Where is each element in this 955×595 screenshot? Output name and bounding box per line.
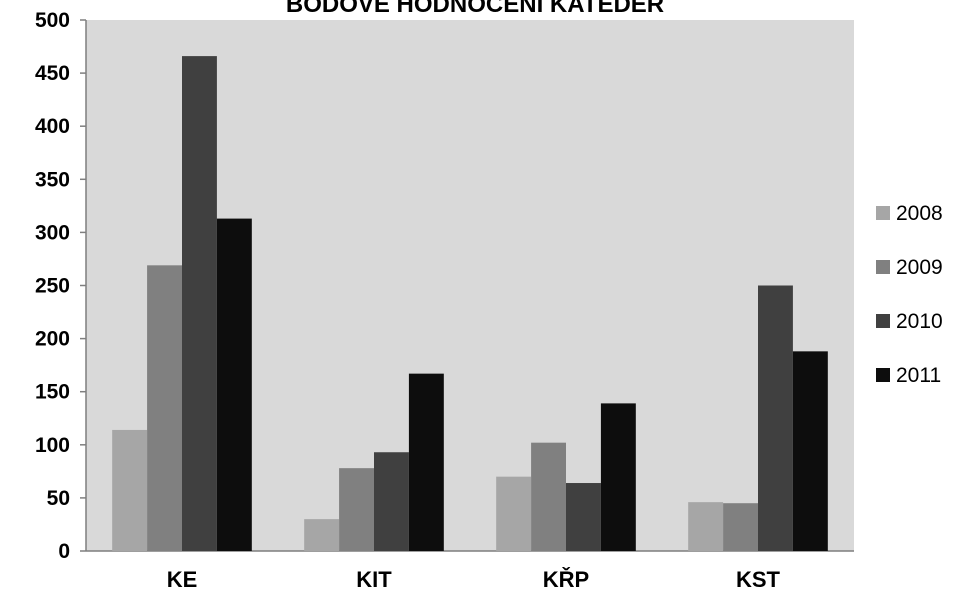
y-tick-label: 250 bbox=[35, 275, 70, 298]
bar-KE-2010 bbox=[182, 56, 217, 551]
bar-KIT-2008 bbox=[304, 519, 340, 551]
legend-label-2011: 2011 bbox=[896, 364, 941, 387]
x-tick-label-KST: KST bbox=[736, 567, 781, 592]
y-tick-label: 400 bbox=[35, 115, 70, 138]
bars-group bbox=[112, 56, 828, 551]
legend-label-2008: 2008 bbox=[896, 202, 943, 225]
y-tick-label: 200 bbox=[35, 328, 70, 351]
bar-KŘP-2011 bbox=[600, 403, 636, 551]
bar-KŘP-2008 bbox=[496, 476, 532, 551]
bar-KST-2011 bbox=[792, 351, 828, 551]
x-tick-label-KŘP: KŘP bbox=[543, 567, 589, 592]
legend-label-2010: 2010 bbox=[896, 310, 943, 333]
y-tick-label: 300 bbox=[35, 221, 70, 244]
legend: 2008 2009 2010 2011 bbox=[876, 202, 943, 387]
x-tick-label-KIT: KIT bbox=[356, 567, 392, 592]
y-tick-label: 50 bbox=[47, 487, 70, 510]
legend-swatch-2009 bbox=[876, 260, 890, 274]
bar-KE-2008 bbox=[112, 429, 148, 551]
y-tick-label: 350 bbox=[35, 168, 70, 191]
x-axis: KE KIT KŘP KST bbox=[167, 567, 781, 592]
y-tick-label: 0 bbox=[58, 540, 70, 563]
bar-KST-2010 bbox=[758, 285, 793, 551]
y-axis: 0 50 100 150 200 250 300 350 400 450 500 bbox=[35, 9, 86, 563]
bar-KŘP-2010 bbox=[566, 483, 601, 551]
bar-KST-2009 bbox=[723, 503, 758, 551]
bar-KE-2011 bbox=[216, 218, 252, 551]
chart-title: BODOVÉ HODNOCENÍ KATEDER bbox=[286, 0, 664, 18]
legend-label-2009: 2009 bbox=[896, 256, 943, 279]
legend-swatch-2008 bbox=[876, 206, 890, 220]
bar-KST-2008 bbox=[688, 502, 724, 551]
bar-KE-2009 bbox=[147, 265, 182, 551]
y-tick-label: 100 bbox=[35, 434, 70, 457]
legend-swatch-2010 bbox=[876, 314, 890, 328]
bar-KIT-2009 bbox=[339, 468, 374, 551]
y-tick-label: 500 bbox=[35, 9, 70, 32]
bar-KIT-2010 bbox=[374, 452, 409, 551]
y-tick-label: 450 bbox=[35, 62, 70, 85]
y-tick-label: 150 bbox=[35, 381, 70, 404]
bar-KŘP-2009 bbox=[531, 442, 566, 551]
x-tick-label-KE: KE bbox=[167, 567, 198, 592]
legend-swatch-2011 bbox=[876, 368, 890, 382]
bar-KIT-2011 bbox=[408, 373, 444, 551]
